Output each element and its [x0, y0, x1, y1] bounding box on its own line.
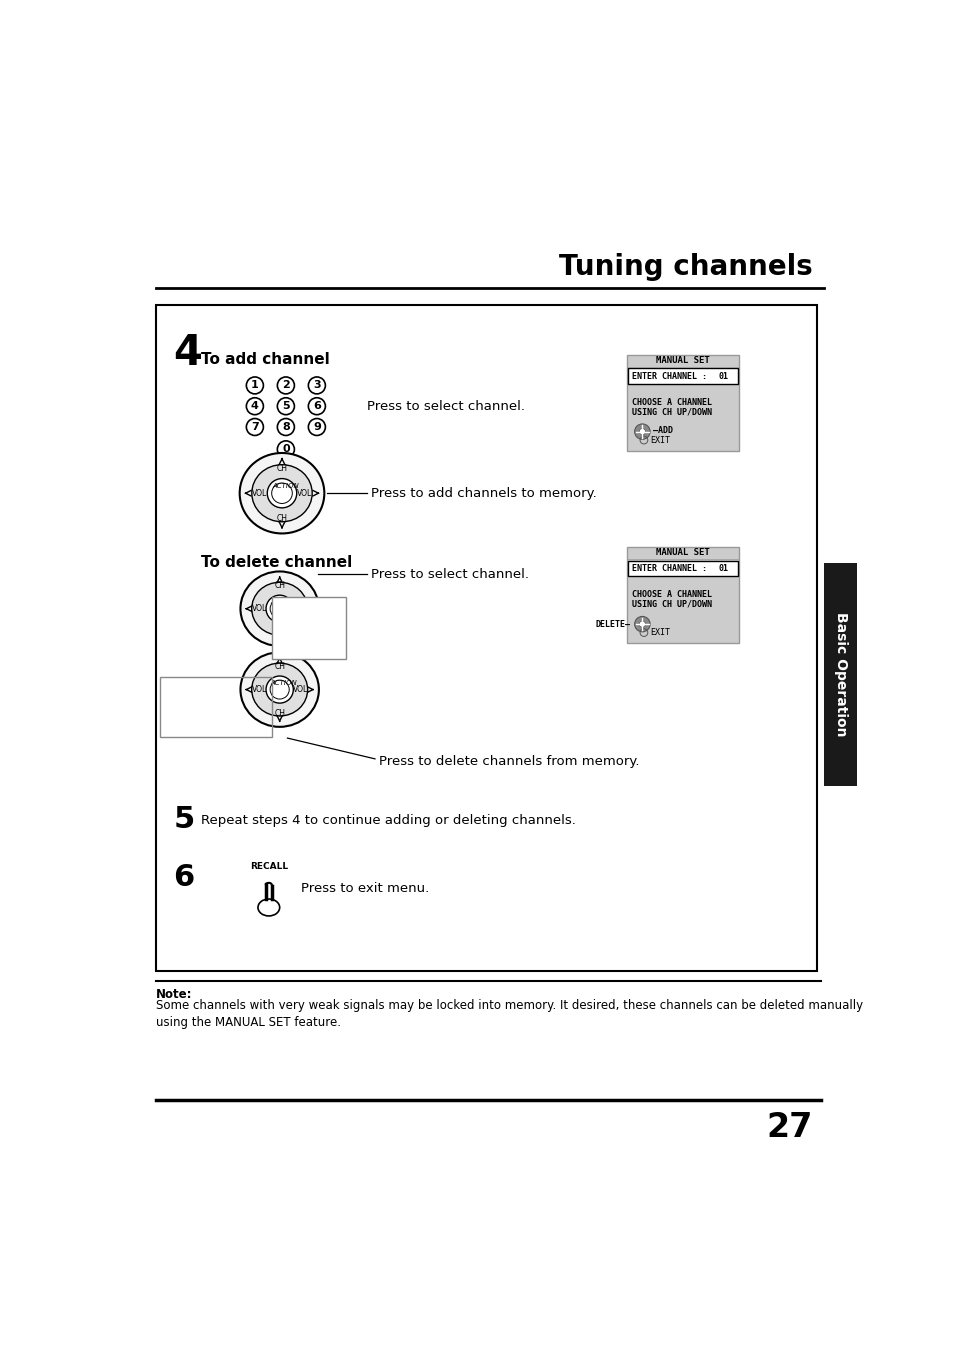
Text: To add channel: To add channel — [200, 353, 329, 367]
Circle shape — [267, 478, 296, 508]
Text: 2: 2 — [282, 381, 290, 390]
Text: Repeat steps 4 to continue adding or deleting channels.: Repeat steps 4 to continue adding or del… — [200, 815, 575, 827]
Text: 5: 5 — [173, 805, 194, 834]
Bar — [272, 597, 345, 659]
Text: 4: 4 — [251, 401, 258, 411]
Bar — [628, 369, 737, 384]
Text: VOL: VOL — [252, 489, 267, 497]
Text: 5: 5 — [282, 401, 290, 411]
Ellipse shape — [252, 465, 312, 521]
Text: Note:: Note: — [155, 988, 192, 1001]
Ellipse shape — [239, 453, 324, 534]
Text: 01: 01 — [718, 565, 728, 573]
Text: CH: CH — [274, 628, 285, 636]
Text: CH: CH — [274, 708, 285, 717]
Text: —ADD: —ADD — [653, 426, 673, 435]
Circle shape — [266, 596, 293, 623]
Text: DELETE—: DELETE— — [595, 620, 630, 628]
Text: MANUAL SET: MANUAL SET — [656, 355, 709, 365]
Text: VOL: VOL — [296, 489, 312, 497]
Text: Some channels with very weak signals may be locked into memory. It desired, thes: Some channels with very weak signals may… — [155, 1000, 862, 1029]
Text: VOL: VOL — [293, 685, 308, 694]
Text: CHOOSE A CHANNEL: CHOOSE A CHANNEL — [631, 590, 711, 600]
Text: VOL: VOL — [252, 604, 267, 613]
Text: Press to select channel.: Press to select channel. — [367, 400, 525, 412]
Text: CH: CH — [276, 463, 287, 473]
Text: CH: CH — [274, 581, 285, 590]
Text: ACTION: ACTION — [270, 680, 296, 686]
Text: ENTER CHANNEL :: ENTER CHANNEL : — [631, 372, 706, 381]
Text: Press to add channels to memory.: Press to add channels to memory. — [371, 486, 597, 500]
Text: 1: 1 — [251, 381, 258, 390]
Bar — [628, 561, 737, 577]
Text: VOL: VOL — [293, 604, 308, 613]
Text: EXIT: EXIT — [649, 628, 669, 638]
Bar — [159, 677, 272, 738]
Ellipse shape — [252, 582, 307, 635]
Text: 9: 9 — [313, 422, 320, 432]
Text: RECALL: RECALL — [250, 862, 288, 870]
Text: CHOOSE A CHANNEL: CHOOSE A CHANNEL — [631, 397, 711, 407]
Text: Basic Operation: Basic Operation — [833, 612, 847, 736]
Text: 27: 27 — [765, 1111, 812, 1144]
Bar — [823, 562, 856, 786]
Text: 6: 6 — [173, 863, 194, 892]
Ellipse shape — [240, 653, 318, 727]
Text: USING CH UP/DOWN: USING CH UP/DOWN — [631, 407, 711, 416]
Text: 7: 7 — [251, 422, 258, 432]
Ellipse shape — [240, 571, 318, 646]
Text: 4: 4 — [173, 331, 202, 373]
Bar — [626, 354, 739, 451]
Text: CH: CH — [274, 662, 285, 670]
Ellipse shape — [252, 663, 307, 716]
Circle shape — [639, 621, 645, 627]
Text: EXIT: EXIT — [649, 435, 669, 444]
Text: MANUAL SET: MANUAL SET — [656, 549, 709, 557]
Text: 3: 3 — [313, 381, 320, 390]
Text: ACTION: ACTION — [273, 482, 299, 489]
Text: CH: CH — [276, 513, 287, 523]
Text: Press to exit menu.: Press to exit menu. — [301, 882, 429, 894]
Circle shape — [266, 676, 293, 703]
Text: Press to delete channels from memory.: Press to delete channels from memory. — [378, 755, 639, 767]
Text: 6: 6 — [313, 401, 320, 411]
Text: Tuning channels: Tuning channels — [558, 254, 812, 281]
Text: ENTER CHANNEL :: ENTER CHANNEL : — [631, 565, 706, 573]
Text: 0: 0 — [282, 444, 290, 454]
Circle shape — [634, 616, 649, 632]
Text: 8: 8 — [282, 422, 290, 432]
Circle shape — [639, 428, 645, 435]
Bar — [626, 547, 739, 643]
Text: 01: 01 — [718, 372, 728, 381]
Text: VOL: VOL — [252, 685, 267, 694]
Text: USING CH UP/DOWN: USING CH UP/DOWN — [631, 600, 711, 608]
Text: Press to select channel.: Press to select channel. — [371, 567, 529, 581]
Text: ACTION: ACTION — [270, 598, 296, 605]
Text: To delete channel: To delete channel — [200, 555, 352, 570]
Bar — [155, 304, 816, 970]
Circle shape — [634, 424, 649, 439]
